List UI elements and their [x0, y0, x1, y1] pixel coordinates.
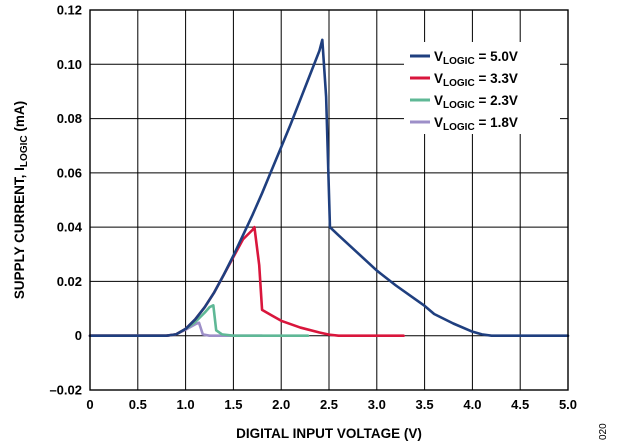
y-axis-label: SUPPLY CURRENT, ILOGIC (mA) — [12, 101, 30, 299]
legend-items: VLOGIC = 5.0V VLOGIC = 3.3V VLOGIC = 2.3V V… — [410, 49, 518, 133]
x-tick-labels: 0 0.5 1.0 1.5 2.0 2.5 3.0 3.5 4.0 4.5 5.0 — [86, 397, 577, 412]
x-tick-label: 4.0 — [463, 397, 481, 412]
y-tick-label: –0.02 — [49, 383, 82, 398]
x-tick-label: 4.5 — [511, 397, 529, 412]
y-axis-label-main: SUPPLY CURRENT, I — [12, 167, 27, 299]
legend-entry: VLOGIC = 3.3V — [434, 71, 518, 89]
y-tick-label: 0.10 — [57, 57, 82, 72]
y-tick-label: 0 — [75, 328, 82, 343]
legend-entry: VLOGIC = 5.0V — [434, 49, 518, 67]
y-tick-label: 0.06 — [57, 165, 82, 180]
x-tick-label: 5.0 — [559, 397, 577, 412]
y-tick-label: 0.12 — [57, 3, 82, 18]
x-tick-label: 1.5 — [224, 397, 242, 412]
y-tick-label: 0.08 — [57, 111, 82, 126]
series-line — [88, 304, 310, 338]
x-tick-label: 3.0 — [368, 397, 386, 412]
x-tick-label: 1.0 — [177, 397, 195, 412]
legend: VLOGIC = 5.0V VLOGIC = 3.3V VLOGIC = 2.3V V… — [404, 42, 560, 134]
y-tick-label: 0.04 — [57, 220, 83, 235]
x-tick-label: 0 — [86, 397, 93, 412]
x-tick-label: 0.5 — [129, 397, 147, 412]
y-axis-label-subscript: LOGIC — [19, 135, 30, 167]
plot-frame — [89, 9, 569, 391]
series-line — [88, 38, 570, 338]
legend-entry: VLOGIC = 1.8V — [434, 115, 518, 133]
y-tick-labels: –0.02 0 0.02 0.04 0.06 0.08 0.10 0.12 — [49, 3, 82, 398]
series-lines — [88, 38, 570, 338]
x-tick-label: 3.5 — [416, 397, 434, 412]
figure-number: 020 — [598, 423, 609, 440]
x-tick-label: 2.5 — [320, 397, 338, 412]
y-tick-label: 0.02 — [57, 274, 82, 289]
y-axis-label-unit: (mA) — [12, 101, 27, 136]
legend-entry: VLOGIC = 2.3V — [434, 93, 518, 111]
x-tick-label: 2.0 — [272, 397, 290, 412]
x-axis-label: DIGITAL INPUT VOLTAGE (V) — [236, 426, 422, 441]
